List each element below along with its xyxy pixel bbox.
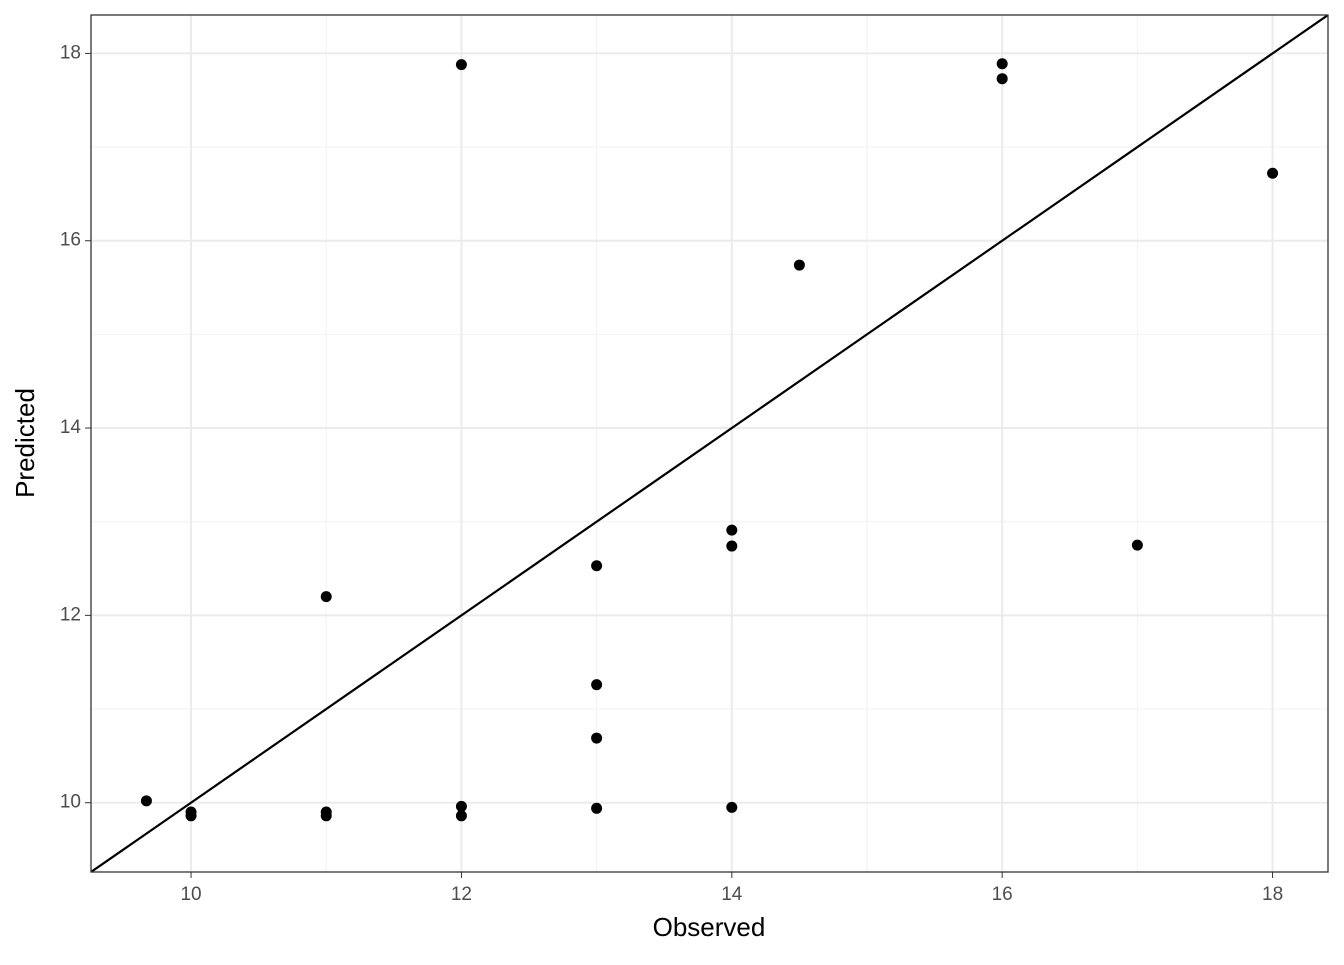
point <box>726 540 738 552</box>
point <box>996 58 1008 70</box>
x-axis-title: Observed <box>653 912 766 942</box>
x-tick-label: 10 <box>180 884 201 905</box>
point <box>996 73 1008 85</box>
point <box>140 795 152 807</box>
y-tick-label: 10 <box>60 792 81 813</box>
point <box>726 524 738 536</box>
point <box>320 810 332 822</box>
y-tick-label: 14 <box>60 417 82 438</box>
y-tick-label: 18 <box>60 42 81 63</box>
point <box>591 732 603 744</box>
y-tick-label: 16 <box>60 230 81 251</box>
point <box>320 591 332 603</box>
point <box>1267 167 1279 179</box>
y-tick-label: 12 <box>60 604 81 625</box>
point <box>591 679 603 691</box>
x-tick-label: 16 <box>992 884 1013 905</box>
point <box>1131 539 1143 551</box>
point <box>591 802 603 814</box>
panel-border <box>90 14 1329 873</box>
x-tick-label: 14 <box>721 884 743 905</box>
point <box>185 810 197 822</box>
x-tick-label: 18 <box>1262 884 1283 905</box>
point <box>455 800 467 812</box>
point <box>726 801 738 813</box>
identity-line <box>91 15 1328 872</box>
point <box>455 59 467 71</box>
x-tick-label: 12 <box>451 884 472 905</box>
point <box>793 259 805 271</box>
point <box>455 810 467 822</box>
y-axis-title: Predicted <box>10 388 40 498</box>
point <box>591 560 603 572</box>
